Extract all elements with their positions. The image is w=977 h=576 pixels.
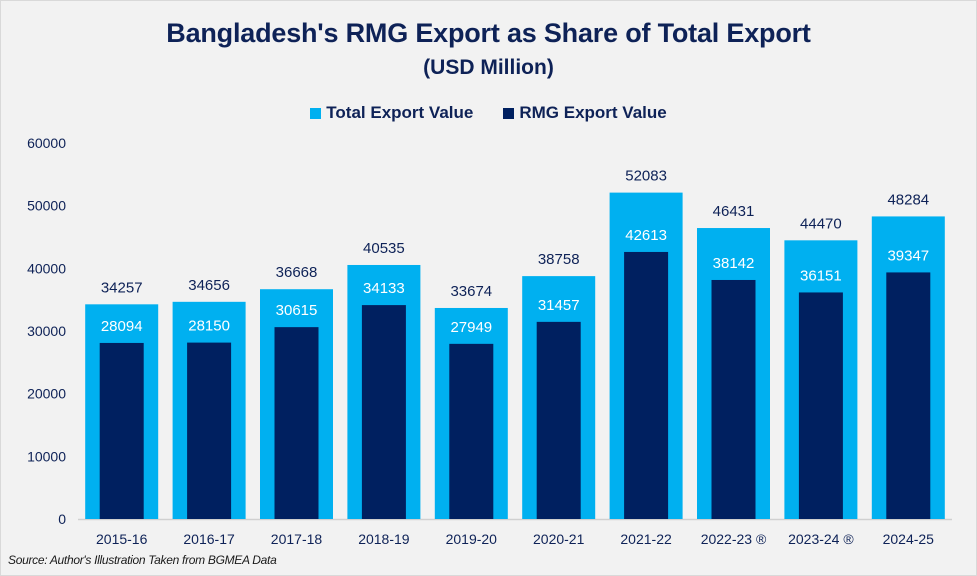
bar-rmg-export — [624, 251, 669, 519]
bar-rmg-export — [711, 279, 756, 519]
data-label-total-export: 40535 — [363, 240, 405, 257]
x-tick-label: 2021-22 — [620, 531, 672, 547]
data-label-total-export: 44470 — [800, 215, 842, 232]
data-label-total-export: 34656 — [188, 277, 230, 294]
data-label-rmg-export: 39347 — [887, 247, 929, 264]
legend-swatch-rmg-export — [503, 107, 515, 119]
bar-rmg-export — [886, 272, 931, 519]
legend-label-rmg-export: RMG Export Value — [519, 103, 667, 122]
legend-item-total-export[interactable]: Total Export Value — [310, 103, 473, 123]
data-label-rmg-export: 30615 — [276, 302, 318, 319]
data-label-total-export: 36668 — [276, 264, 318, 281]
data-label-total-export: 46431 — [713, 203, 755, 220]
x-tick-label: 2015-16 — [96, 531, 148, 547]
bar-rmg-export — [187, 342, 232, 519]
data-label-total-export: 38758 — [538, 251, 580, 268]
x-tick-label: 2022-23 ® — [701, 531, 767, 547]
legend-label-total-export: Total Export Value — [326, 103, 474, 122]
legend-swatch-total-export — [310, 107, 322, 119]
y-tick-label: 30000 — [27, 323, 66, 339]
x-tick-label: 2018-19 — [358, 531, 410, 547]
data-label-rmg-export: 28150 — [188, 318, 230, 335]
bar-rmg-export — [536, 321, 581, 519]
bar-rmg-export — [99, 342, 144, 519]
x-tick-label: 2020-21 — [533, 531, 585, 547]
data-label-rmg-export: 34133 — [363, 280, 405, 297]
legend-item-rmg-export[interactable]: RMG Export Value — [503, 103, 667, 123]
data-label-rmg-export: 28094 — [101, 318, 143, 335]
data-label-rmg-export: 36151 — [800, 267, 842, 284]
bar-rmg-export — [274, 327, 319, 519]
data-label-rmg-export: 42613 — [625, 227, 667, 244]
y-tick-label: 0 — [58, 511, 66, 527]
y-tick-label: 50000 — [27, 198, 66, 214]
y-tick-label: 40000 — [27, 260, 66, 276]
data-label-rmg-export: 31457 — [538, 297, 580, 314]
x-tick-label: 2019-20 — [446, 531, 498, 547]
y-tick-label: 10000 — [27, 448, 66, 464]
bar-rmg-export — [361, 305, 406, 519]
source-note: Source: Author's Illustration Taken from… — [8, 553, 277, 567]
data-label-total-export: 33674 — [450, 283, 492, 300]
data-label-total-export: 48284 — [887, 191, 929, 208]
chart-subtitle: (USD Million) — [423, 56, 554, 79]
bar-rmg-export — [798, 292, 843, 519]
x-tick-label: 2024-25 — [883, 531, 935, 547]
x-tick-label: 2017-18 — [271, 531, 323, 547]
chart-title: Bangladesh's RMG Export as Share of Tota… — [166, 18, 811, 48]
legend: Total Export Value RMG Export Value — [0, 103, 977, 123]
x-tick-label: 2023-24 ® — [788, 531, 854, 547]
data-label-rmg-export: 27949 — [450, 319, 492, 336]
data-label-rmg-export: 38142 — [713, 255, 755, 272]
y-tick-label: 60000 — [27, 135, 66, 151]
y-tick-label: 20000 — [27, 386, 66, 402]
x-tick-label: 2016-17 — [183, 531, 235, 547]
data-label-total-export: 52083 — [625, 168, 667, 185]
bar-rmg-export — [449, 343, 494, 519]
data-label-total-export: 34257 — [101, 279, 143, 296]
